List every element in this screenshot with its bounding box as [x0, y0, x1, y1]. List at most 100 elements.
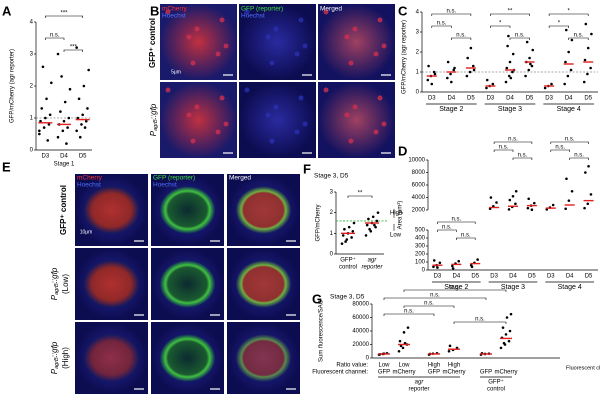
data-point [586, 72, 589, 76]
data-point [528, 56, 531, 60]
data-point [398, 339, 402, 343]
group-label: Stage 2 [444, 284, 468, 291]
data-point [62, 119, 66, 123]
y-axis-label: GFP/mCherry (agr reporter) [10, 49, 16, 123]
data-point [527, 68, 531, 72]
column-label: Hoechst [77, 182, 101, 189]
data-point [432, 70, 436, 74]
sig-bracket [383, 313, 435, 316]
data-point [489, 196, 493, 199]
panel-title: Stage 3, D5 [314, 173, 349, 180]
data-point [56, 52, 60, 56]
data-point [485, 78, 489, 82]
cell-spot [269, 60, 275, 66]
group-label: GFP⁺ [488, 379, 504, 386]
cell-spot [223, 43, 229, 49]
x-tick-label: D4 [447, 96, 455, 102]
micrograph [160, 82, 237, 158]
cell-spot [269, 138, 275, 144]
cell-spot [323, 87, 329, 93]
x-tick-label: D5 [471, 274, 479, 280]
data-point [46, 139, 50, 142]
data-point [47, 123, 51, 126]
data-point [582, 80, 586, 84]
sig-label: n.s. [565, 137, 575, 143]
data-point [485, 86, 488, 90]
data-point [469, 46, 473, 50]
data-point [76, 116, 80, 120]
sig-label: ** [508, 9, 513, 15]
data-point [432, 265, 435, 269]
x-tick-label: D4 [565, 96, 573, 102]
data-point [508, 60, 512, 64]
data-point [532, 201, 536, 205]
sig-bracket [403, 305, 455, 308]
sig-bracket [548, 25, 569, 28]
column-label: GFP (reporter) [241, 6, 283, 13]
cell-spot [352, 26, 358, 32]
data-point [48, 113, 52, 117]
cell-spot [323, 9, 329, 15]
data-point [507, 74, 511, 78]
data-point [56, 135, 60, 139]
sig-label: n.s. [499, 145, 509, 151]
y-tick-label: 6000 [412, 183, 426, 189]
data-point [451, 267, 455, 270]
data-point [495, 201, 498, 204]
x-tick-label: D3 [490, 274, 498, 280]
y-tick-label: 3 [330, 190, 334, 196]
cell-spot [215, 51, 221, 57]
data-point [466, 56, 469, 60]
group-label: Stage 4 [558, 284, 582, 291]
panel-label: D [398, 143, 407, 158]
data-point [527, 197, 530, 201]
sig-label: n.s. [461, 233, 471, 239]
x-tick-label: D4 [452, 274, 460, 280]
channel-label: GFP [480, 370, 492, 376]
data-point [504, 80, 508, 84]
group-label: Stage 3 [498, 106, 522, 113]
x-tick-label: D5 [584, 96, 592, 102]
data-point [491, 82, 495, 86]
data-point [40, 107, 44, 110]
data-point [502, 341, 506, 345]
sig-bracket [512, 157, 533, 160]
x-tick-label: D5 [526, 96, 534, 102]
data-point [468, 70, 472, 74]
ratio-label: High [448, 363, 460, 369]
group-label: agr [415, 380, 425, 386]
data-point [524, 74, 527, 78]
panel-label: C [398, 3, 408, 18]
y-tick-label: 2 [30, 84, 34, 90]
channel-label: mCherry [442, 370, 465, 376]
data-point [587, 164, 590, 168]
cell-spot [294, 129, 300, 135]
scale-label: 5μm [171, 69, 181, 75]
micrograph [318, 4, 395, 80]
group-label: Stage 4 [557, 106, 581, 113]
x-tick-label: D3 [41, 154, 49, 160]
data-point [569, 68, 573, 72]
sig-label: * [499, 21, 502, 27]
sig-bracket [431, 13, 472, 16]
y-tick-label: 500 [415, 228, 426, 234]
x-tick-label: D4 [506, 96, 514, 102]
x-tick-label: D5 [585, 274, 593, 280]
ratio-label: Low [398, 363, 410, 369]
y-axis-label: GFP/mCherry (agr reporter) [402, 20, 408, 94]
data-point [590, 32, 593, 36]
cell-spot [381, 121, 387, 127]
y-tick-label: 2 [330, 210, 334, 216]
y-axis-label: Area (μm²) [398, 201, 404, 230]
y-tick-label: 1 [30, 116, 34, 122]
cell-spot [223, 121, 229, 127]
data-point [87, 68, 90, 72]
data-point [567, 199, 571, 202]
data-point [526, 206, 530, 210]
scale-label: 10μm [80, 229, 93, 235]
micrograph [159, 260, 216, 308]
cell-spot [219, 95, 225, 101]
data-point [83, 126, 87, 129]
sig-label: n.s. [450, 285, 460, 291]
group-label: Stage 2 [439, 106, 463, 113]
